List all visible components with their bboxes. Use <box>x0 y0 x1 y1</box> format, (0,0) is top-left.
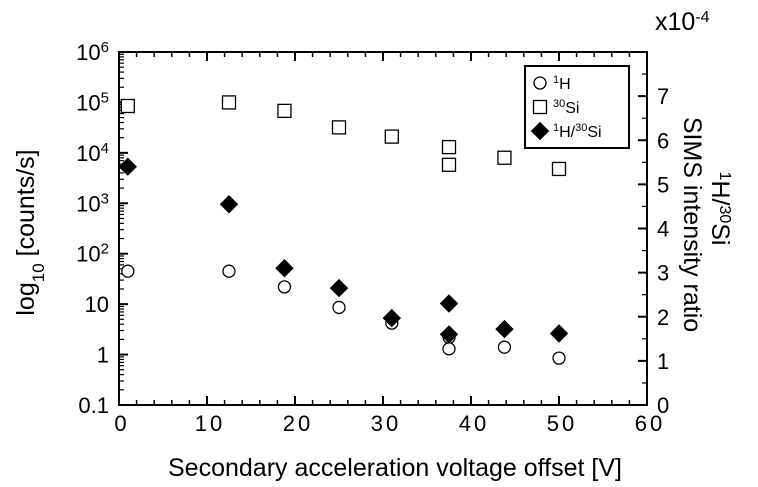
y-right-axis-title-line2: SIMS intensity ratio <box>678 117 706 332</box>
data-point-series-1 <box>331 120 347 135</box>
y-right-tick-label: 3 <box>657 261 669 286</box>
data-point-series-1 <box>551 161 567 177</box>
y-right-tick-label: 1 <box>657 349 669 374</box>
x-tick-label: 50 <box>547 411 577 436</box>
y-left-tick-label: 106 <box>76 39 109 66</box>
legend-marker <box>530 121 550 141</box>
y-right-tick-label: 0 <box>657 393 669 418</box>
y-left-tick-label: 103 <box>76 190 109 217</box>
legend-marker <box>533 76 547 90</box>
data-point-series-2 <box>275 259 294 278</box>
y-left-tick-label: 104 <box>76 139 109 166</box>
right-axis-multiplier: x10-4 <box>655 8 710 36</box>
y-left-tick-label: 10 <box>85 292 109 317</box>
y-right-tick-label: 2 <box>657 305 669 330</box>
x-tick-label: 10 <box>195 411 225 436</box>
data-point-series-2 <box>495 319 514 339</box>
data-point-series-0 <box>332 300 346 315</box>
x-tick-label: 40 <box>459 411 489 436</box>
data-point-series-0 <box>497 340 512 354</box>
y-right-tick-label: 4 <box>657 217 669 242</box>
data-point-series-2 <box>549 324 569 343</box>
legend-label: 1H/30Si <box>553 122 602 141</box>
data-point-series-0 <box>277 280 292 294</box>
legend-label: 1H <box>553 74 571 93</box>
data-point-series-2 <box>439 325 459 344</box>
data-point-series-2 <box>382 308 402 328</box>
data-point-series-1 <box>384 129 399 144</box>
data-point-series-1 <box>277 103 292 119</box>
data-point-series-1 <box>497 150 512 165</box>
y-left-tick-label: 102 <box>76 240 109 267</box>
y-right-tick-label: 5 <box>657 172 669 197</box>
y-right-axis-title-line1: 1H/30Si <box>706 172 734 246</box>
data-point-series-1 <box>441 157 457 172</box>
legend-marker <box>532 99 548 115</box>
y-left-tick-label: 1 <box>97 343 109 368</box>
data-point-series-1 <box>441 139 457 155</box>
y-right-tick-label: 6 <box>657 128 669 153</box>
x-tick-label: 0 <box>114 411 129 436</box>
x-tick-label: 20 <box>283 411 313 436</box>
x-tick-label: 60 <box>635 411 665 436</box>
data-point-series-2 <box>329 278 349 298</box>
data-point-series-2 <box>219 195 239 214</box>
y-left-axis-title: log10 [counts/s] <box>12 149 48 315</box>
x-tick-label: 30 <box>371 411 401 436</box>
data-point-series-0 <box>222 264 236 278</box>
data-point-series-0 <box>121 264 135 278</box>
legend-label: 30Si <box>553 98 579 117</box>
y-left-tick-label: 105 <box>76 89 109 116</box>
data-point-series-1 <box>120 98 135 114</box>
data-point-series-2 <box>118 157 138 176</box>
data-point-series-1 <box>221 95 237 110</box>
data-point-series-0 <box>552 351 566 365</box>
x-axis-title: Secondary acceleration voltage offset [V… <box>168 454 622 482</box>
plot-area: 0 10 20 30 40 50 60 0.1 1 10 102 103 104 105 106 0 1 2 3 4 5… <box>12 8 734 482</box>
data-point-series-2 <box>439 294 459 313</box>
y-right-tick-label: 7 <box>657 84 669 109</box>
data-point-series-0 <box>442 342 456 356</box>
y-left-tick-label: 0.1 <box>78 393 109 418</box>
